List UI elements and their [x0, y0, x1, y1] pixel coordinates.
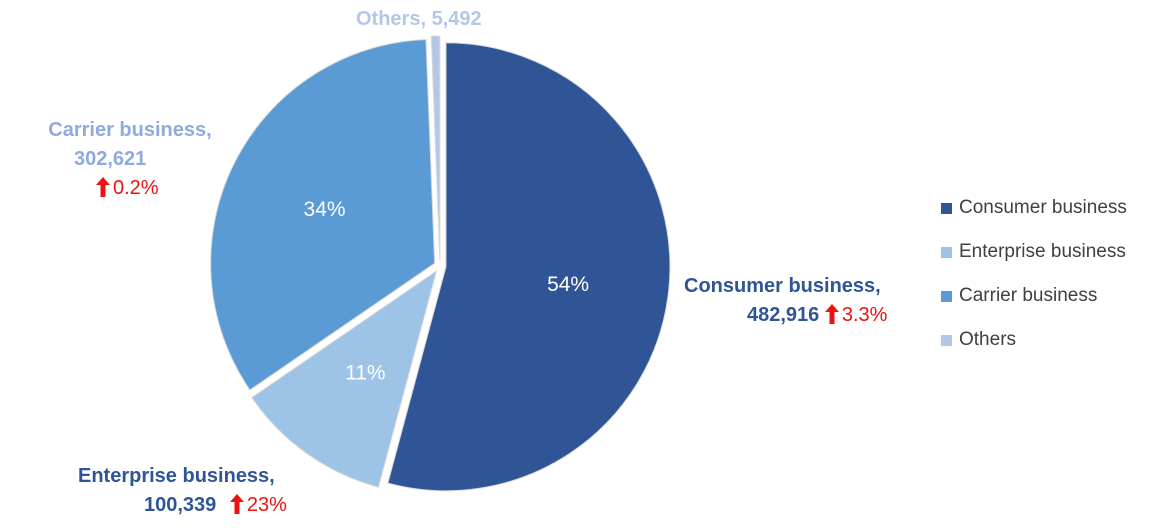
up-arrow-icon: [96, 177, 110, 197]
callout-carrier-value: 302,621: [74, 148, 147, 170]
slice-enterprise: [251, 269, 438, 488]
callout-consumer-name: Consumer business,: [684, 275, 881, 297]
legend-swatch: [941, 290, 952, 302]
percent-label: 54%: [547, 273, 589, 296]
callout-enterprise-name: Enterprise business,: [78, 465, 275, 487]
percent-label: 11%: [345, 361, 385, 384]
legend-swatch: [941, 246, 952, 258]
legend-label: Carrier business: [959, 285, 1098, 306]
callout-carrier-name: Carrier business,: [48, 119, 212, 141]
callout-enterprise-growth-value: 23%: [246, 494, 287, 516]
percent-label: 34%: [304, 198, 346, 221]
legend-label: Others: [959, 329, 1017, 350]
slice-carrier: [210, 38, 436, 391]
legend-item-enterprise: Enterprise business: [941, 230, 1127, 274]
callout-enterprise-value: 100,339: [144, 494, 217, 516]
legend-swatch: [941, 334, 952, 346]
callout-consumer-value: 482,916: [747, 304, 820, 326]
up-arrow-icon: [229, 494, 244, 514]
callout-enterprise-growth: 23%: [229, 494, 287, 516]
legend-item-others: Others: [941, 318, 1127, 362]
callout-others: Others, 5,492: [356, 5, 482, 34]
legend: Consumer business Enterprise business Ca…: [941, 186, 1127, 362]
callout-consumer-value-row: 482,916 3.3%: [684, 301, 916, 330]
callout-consumer-growth-value: 3.3%: [841, 304, 888, 326]
callout-carrier-growth-value: 0.2%: [113, 177, 159, 199]
callout-others-name: Others,: [356, 8, 427, 30]
callout-enterprise: Enterprise business, 100,339 23%: [78, 462, 338, 520]
legend-label: Consumer business: [959, 197, 1127, 218]
legend-swatch: [941, 202, 952, 214]
callout-carrier: Carrier business, 302,621 0.2%: [40, 116, 220, 203]
legend-item-carrier: Carrier business: [941, 274, 1127, 318]
slice-others: [430, 35, 441, 261]
callout-enterprise-value-row: 100,339 23%: [78, 491, 338, 520]
legend-item-consumer: Consumer business: [941, 186, 1127, 230]
slice-consumer: [387, 42, 671, 492]
legend-label: Enterprise business: [959, 241, 1126, 262]
callout-others-value: 5,492: [431, 8, 482, 30]
callout-consumer: Consumer business, 482,916 3.3%: [684, 272, 916, 330]
pie-slices: [210, 35, 671, 492]
callout-carrier-growth: 0.2%: [40, 174, 220, 203]
up-arrow-icon: [824, 304, 839, 324]
percent-labels: 54% 11% 34%: [304, 198, 590, 384]
callout-consumer-growth: 3.3%: [824, 304, 888, 326]
